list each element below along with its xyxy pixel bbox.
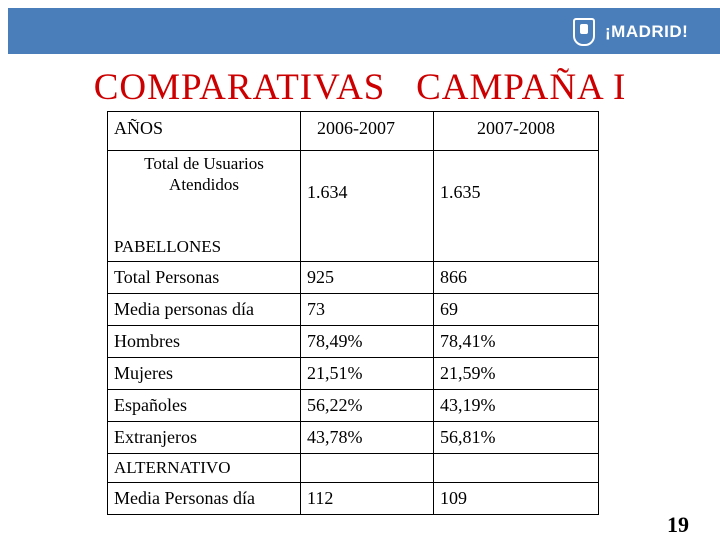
- table-row: Total Personas 925 866: [107, 261, 599, 294]
- row-value-2006: 78,49%: [300, 325, 434, 358]
- table-row: Españoles 56,22% 43,19%: [107, 389, 599, 422]
- row-label: Mujeres: [107, 357, 301, 390]
- row-value-2006: 56,22%: [300, 389, 434, 422]
- table-header-row: AÑOS 2006-2007 2007-2008: [107, 111, 599, 151]
- row-value-2007: 866: [433, 261, 599, 294]
- comparison-table: AÑOS 2006-2007 2007-2008 Total de Usuari…: [107, 111, 599, 515]
- col-label-cell: AÑOS: [107, 111, 301, 151]
- row-label: Españoles: [107, 389, 301, 422]
- row-label: Total Personas: [107, 261, 301, 294]
- row-value-2007: 69: [433, 293, 599, 326]
- users-row: Total de Usuarios Atendidos 1.634 1.635: [107, 150, 599, 233]
- header-bar: ¡MADRID!: [8, 8, 720, 54]
- table-row: Hombres 78,49% 78,41%: [107, 325, 599, 358]
- row-value-2006: 21,51%: [300, 357, 434, 390]
- section-label-alternativo: ALTERNATIVO: [107, 453, 301, 483]
- row-value-2006: 43,78%: [300, 421, 434, 454]
- row-label: Extranjeros: [107, 421, 301, 454]
- row-label: Hombres: [107, 325, 301, 358]
- row-value-2007: 43,19%: [433, 389, 599, 422]
- table-row: Extranjeros 43,78% 56,81%: [107, 421, 599, 454]
- table-row: Mujeres 21,51% 21,59%: [107, 357, 599, 390]
- row-value-2007: 21,59%: [433, 357, 599, 390]
- row-value-2007: 78,41%: [433, 325, 599, 358]
- madrid-logo: ¡MADRID!: [573, 18, 688, 46]
- row-label: Media personas día: [107, 293, 301, 326]
- page-number: 19: [667, 512, 689, 537]
- table-row: Media personas día 73 69: [107, 293, 599, 326]
- year-header-1: 2006-2007: [300, 111, 434, 151]
- madrid-shield-icon: [573, 18, 595, 46]
- section-row-pabellones: PABELLONES: [107, 233, 599, 262]
- section-empty-cell: [300, 453, 434, 483]
- users-value-2: 1.635: [433, 150, 599, 233]
- row-value-2006: 112: [300, 482, 434, 515]
- section-label-pabellones: PABELLONES: [107, 233, 301, 262]
- section-row-alternativo: ALTERNATIVO: [107, 453, 599, 483]
- row-value-2006: 925: [300, 261, 434, 294]
- table-row: Media Personas día 112 109: [107, 482, 599, 515]
- section-empty-cell: [433, 453, 599, 483]
- users-label: Total de Usuarios Atendidos: [107, 150, 301, 233]
- section-empty-cell: [300, 233, 434, 262]
- year-header-2: 2007-2008: [433, 111, 599, 151]
- page-title: COMPARATIVAS CAMPAÑA I: [93, 67, 627, 108]
- row-value-2007: 56,81%: [433, 421, 599, 454]
- section-empty-cell: [433, 233, 599, 262]
- row-label: Media Personas día: [107, 482, 301, 515]
- users-value-1: 1.634: [300, 150, 434, 233]
- row-value-2006: 73: [300, 293, 434, 326]
- row-value-2007: 109: [433, 482, 599, 515]
- logo-text: ¡MADRID!: [605, 22, 689, 41]
